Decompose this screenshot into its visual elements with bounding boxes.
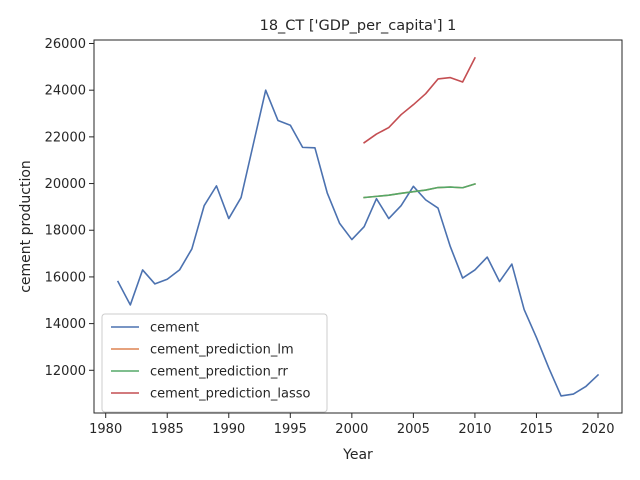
- x-tick-label: 2020: [581, 422, 614, 437]
- y-tick-label: 26000: [45, 37, 86, 52]
- series-line-cement: [116, 89, 600, 397]
- x-tick-label: 1990: [212, 422, 245, 437]
- y-tick-label: 18000: [45, 224, 86, 239]
- y-tick-label: 14000: [45, 317, 86, 332]
- legend-label-cement-prediction-lm: cement_prediction_lm: [150, 343, 294, 358]
- y-axis-label: cement production: [18, 160, 34, 293]
- y-tick-label: 20000: [45, 177, 86, 192]
- x-tick-label: 1985: [151, 422, 184, 437]
- y-tick-label: 24000: [45, 84, 86, 99]
- x-tick-label: 2000: [335, 422, 368, 437]
- x-axis-label: Year: [342, 447, 373, 463]
- series-layer: [116, 56, 600, 397]
- legend-label-cement: cement: [150, 321, 199, 336]
- series-line-cement-prediction-rr: [363, 183, 476, 199]
- x-tick-label: 2005: [397, 422, 430, 437]
- series-line-cement-prediction-lasso: [363, 56, 476, 144]
- x-tick-label: 1980: [89, 422, 122, 437]
- legend: cement cement_prediction_lm cement_predict…: [101, 313, 328, 413]
- y-tick-label: 12000: [45, 364, 86, 379]
- plot-frame: [93, 39, 623, 414]
- x-tick-label: 2015: [520, 422, 553, 437]
- y-tick-label: 22000: [45, 130, 86, 145]
- x-tick-label: 1995: [274, 422, 307, 437]
- y-tick-label: 16000: [45, 270, 86, 285]
- legend-label-cement-prediction-lasso: cement_prediction_lasso: [150, 387, 310, 402]
- x-tick-label: 2010: [458, 422, 491, 437]
- legend-label-cement-prediction-rr: cement_prediction_rr: [150, 365, 288, 380]
- chart-title: 18_CT ['GDP_per_capita'] 1: [260, 18, 457, 34]
- axes-layer: 1980 1985 1990 1995 2000 2005 2010 2015 2020 1200…: [45, 37, 623, 437]
- legend-box: [101, 313, 328, 413]
